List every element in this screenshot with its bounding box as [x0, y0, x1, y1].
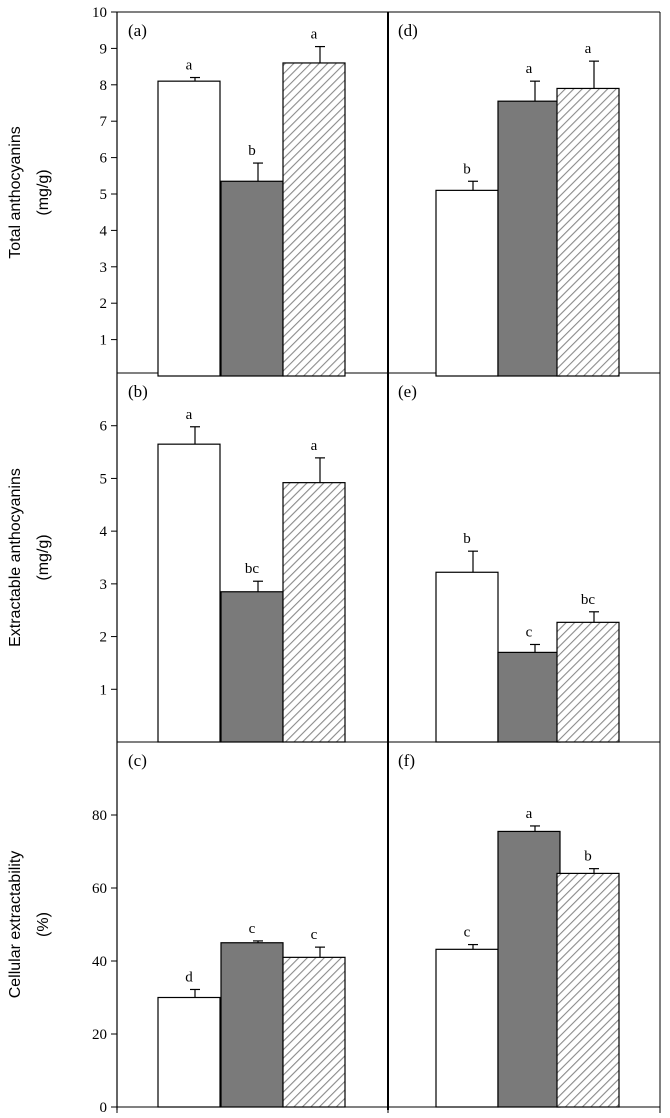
bar: [556, 872, 620, 1108]
y-tick-label: 3: [100, 260, 108, 276]
bar: [497, 100, 561, 377]
y-tick-label: 7: [100, 114, 108, 130]
bar: [556, 87, 620, 377]
panel-label: (a): [128, 21, 147, 40]
y-tick-label: 80: [92, 808, 107, 824]
significance-letter: d: [185, 969, 193, 985]
y-axis-title: Cellular extractability (%): [7, 851, 52, 999]
bar: [435, 189, 499, 377]
bar: [435, 571, 499, 743]
bar: [497, 651, 561, 743]
y-tick-label: 2: [100, 296, 108, 312]
y-tick-label: 4: [100, 524, 108, 540]
y-axis-title-line1: Extractable anthocyanins: [7, 468, 24, 647]
y-axis-title-line2: (%): [35, 912, 52, 937]
y-tick-label: 6: [100, 419, 108, 435]
y-tick-label: 8: [100, 78, 108, 94]
bar: [497, 830, 561, 1108]
panel-b: (b) a bc a: [128, 382, 346, 743]
panel-c: (c) d c c: [128, 751, 346, 1108]
y-tick-label: 5: [100, 471, 108, 487]
bar: [282, 956, 346, 1108]
y-tick-label: 6: [100, 151, 108, 167]
y-tick-label: 5: [100, 187, 108, 203]
bar: [556, 621, 620, 743]
significance-letter: c: [526, 624, 533, 640]
significance-letter: b: [463, 531, 471, 547]
significance-letter: b: [584, 849, 592, 865]
y-axis-title: Total anthocyanins (mg/g): [7, 126, 52, 259]
y-tick-label: 9: [100, 41, 108, 57]
significance-letter: c: [464, 925, 471, 941]
panel-label: (d): [398, 21, 418, 40]
significance-letter: a: [186, 58, 193, 74]
panel-a: (a) a b a: [128, 21, 346, 377]
panel-label: (b): [128, 382, 148, 401]
significance-letter: a: [585, 41, 592, 57]
y-tick-label: 10: [92, 5, 107, 21]
y-tick-label: 0: [100, 1100, 108, 1116]
y-axis-title-line1: Total anthocyanins: [7, 126, 24, 259]
y-tick-label: 60: [92, 881, 107, 897]
bar: [220, 180, 284, 377]
y-tick-label: 2: [100, 630, 108, 646]
bar: [157, 80, 221, 377]
significance-letter: a: [311, 27, 318, 43]
y-tick-label: 40: [92, 954, 107, 970]
y-tick-label: 1: [100, 682, 108, 698]
bar: [282, 62, 346, 377]
panel-label: (c): [128, 751, 147, 770]
significance-letter: a: [526, 806, 533, 822]
y-tick-label: 1: [100, 333, 108, 349]
significance-letter: c: [311, 927, 318, 943]
y-axes: 1 2 3 4 5 6 7 8 9 10 Total anthocyanins (mg/g) 1 2 3 4 5…: [7, 5, 661, 1116]
panel-f: (f) c a b: [398, 751, 620, 1108]
significance-letter: bc: [245, 561, 260, 577]
y-tick-label: 3: [100, 577, 108, 593]
significance-letter: c: [249, 921, 256, 937]
panel-label: (f): [398, 751, 415, 770]
y-axis-title: Extractable anthocyanins (mg/g): [7, 468, 52, 647]
bar: [220, 591, 284, 743]
y-axis-title-line2: (mg/g): [35, 169, 52, 215]
significance-letter: a: [186, 407, 193, 423]
y-tick-label: 20: [92, 1027, 107, 1043]
y-axis-title-line2: (mg/g): [35, 534, 52, 580]
bar: [157, 996, 221, 1108]
significance-letter: b: [248, 143, 256, 159]
panel-d: (d) b a a: [398, 21, 620, 377]
bar: [157, 443, 221, 743]
significance-letter: a: [526, 61, 533, 77]
significance-letter: a: [311, 438, 318, 454]
y-axis-title-line1: Cellular extractability: [7, 851, 24, 999]
bar: [220, 942, 284, 1108]
bar: [435, 948, 499, 1108]
bar: [282, 482, 346, 743]
significance-letter: b: [463, 161, 471, 177]
y-tick-label: 4: [100, 223, 108, 239]
panel-label: (e): [398, 382, 417, 401]
significance-letter: bc: [581, 592, 596, 608]
